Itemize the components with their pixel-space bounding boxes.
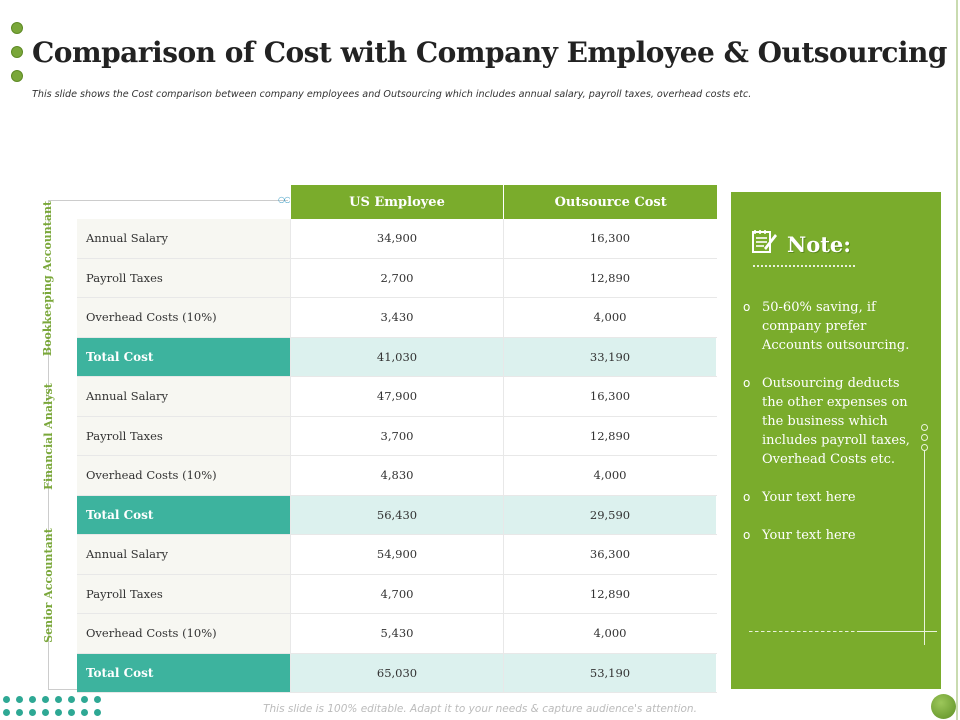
bracket-left-line [48, 470, 49, 540]
bullet-icon: o [743, 490, 751, 504]
right-edge-line [956, 0, 958, 720]
table-total-row: Total Cost 56,430 29,590 [77, 495, 717, 535]
us-employee-cell: 4,830 [290, 456, 503, 495]
note-item: o Your text here [743, 526, 923, 545]
note-title: Note: [787, 232, 851, 257]
us-employee-cell: 56,430 [290, 495, 503, 534]
header-us-employee: US Employee [289, 185, 504, 219]
note-panel: Note: o 50-60% saving, if company prefer … [731, 192, 941, 689]
row-label-cell: Total Cost [77, 495, 290, 534]
note-list: o 50-60% saving, if company prefer Accoun… [743, 298, 923, 564]
header-outsource-cost: Outsource Cost [503, 185, 718, 219]
outsource-cost-cell: 12,890 [503, 416, 716, 455]
us-employee-cell: 41,030 [290, 337, 503, 376]
bracket-left-line [48, 200, 49, 230]
us-employee-cell: 4,700 [290, 574, 503, 613]
green-circle-decoration [931, 694, 956, 719]
bracket-top-line [48, 200, 288, 201]
bullet-icon: o [743, 376, 751, 390]
note-solid-line [857, 631, 937, 632]
table-row: Annual Salary 34,900 16,300 [77, 219, 717, 259]
note-item-text: Your text here [762, 490, 856, 505]
title-dots-decoration [11, 22, 23, 94]
table-body: Annual Salary 34,900 16,300 Payroll Taxes 2,… [77, 219, 717, 693]
us-employee-cell: 34,900 [290, 219, 503, 258]
table-row: Payroll Taxes 2,700 12,890 [77, 258, 717, 298]
row-label-cell: Annual Salary [77, 377, 290, 416]
row-label-cell: Payroll Taxes [77, 574, 290, 613]
bullet-icon: o [743, 300, 751, 314]
outsource-cost-cell: 36,300 [503, 535, 716, 574]
row-label-cell: Total Cost [77, 653, 290, 692]
group-label-bookkeeping: Bookkeeping Accountant [34, 200, 62, 355]
dot-grid-decoration [3, 696, 107, 716]
bracket-left-line [48, 625, 49, 689]
bracket-left-line [48, 325, 49, 405]
table-row: Payroll Taxes 3,700 12,890 [77, 416, 717, 456]
note-vertical-line [924, 450, 925, 645]
note-item-text: Outsourcing deducts the other expenses o… [762, 376, 910, 467]
table-total-row: Total Cost 41,030 33,190 [77, 337, 717, 377]
us-employee-cell: 65,030 [290, 653, 503, 692]
note-title-suffix: : [843, 232, 852, 257]
outsource-cost-cell: 4,000 [503, 298, 716, 337]
row-label-cell: Annual Salary [77, 219, 290, 258]
header-blank-cell [77, 185, 290, 219]
note-item: o Outsourcing deducts the other expenses … [743, 374, 923, 469]
row-label-cell: Total Cost [77, 337, 290, 376]
note-item: o Your text here [743, 488, 923, 507]
table-row: Overhead Costs (10%) 5,430 4,000 [77, 614, 717, 654]
note-dashed-line [749, 631, 937, 632]
table-row: Overhead Costs (10%) 4,830 4,000 [77, 456, 717, 496]
outsource-cost-cell: 4,000 [503, 456, 716, 495]
group-label-text: Senior Accountant [41, 527, 55, 643]
table-row: Annual Salary 54,900 36,300 [77, 535, 717, 575]
row-label-cell: Overhead Costs (10%) [77, 456, 290, 495]
outsource-cost-cell: 4,000 [503, 614, 716, 653]
outsource-cost-cell: 33,190 [503, 337, 716, 376]
note-item-text: 50-60% saving, if company prefer Account… [762, 300, 910, 353]
bullet-icon: o [743, 528, 751, 542]
table-total-row: Total Cost 65,030 53,190 [77, 653, 717, 693]
us-employee-cell: 5,430 [290, 614, 503, 653]
footer-text: This slide is 100% editable. Adapt it to… [263, 703, 697, 715]
outsource-cost-cell: 16,300 [503, 219, 716, 258]
row-label-cell: Overhead Costs (10%) [77, 614, 290, 653]
group-label-text: Financial Analyst [41, 382, 55, 490]
page-title: Comparison of Cost with Company Employee… [32, 36, 947, 69]
page-subtitle: This slide shows the Cost comparison bet… [32, 89, 752, 100]
table-row: Overhead Costs (10%) 3,430 4,000 [77, 298, 717, 338]
group-label-senior: Senior Accountant [34, 528, 62, 643]
us-employee-cell: 3,430 [290, 298, 503, 337]
us-employee-cell: 47,900 [290, 377, 503, 416]
cost-comparison-table: US Employee Outsource Cost Annual Salary… [77, 185, 718, 693]
group-label-text: Bookkeeping Accountant [41, 200, 55, 356]
group-label-financial: Financial Analyst [34, 383, 62, 490]
notepad-icon [752, 230, 777, 253]
note-item-text: Your text here [762, 528, 856, 543]
outsource-cost-cell: 16,300 [503, 377, 716, 416]
outsource-cost-cell: 12,890 [503, 574, 716, 613]
us-employee-cell: 2,700 [290, 258, 503, 297]
outsource-cost-cell: 53,190 [503, 653, 716, 692]
row-label-cell: Annual Salary [77, 535, 290, 574]
row-label-cell: Payroll Taxes [77, 258, 290, 297]
outsource-cost-cell: 29,590 [503, 495, 716, 534]
us-employee-cell: 54,900 [290, 535, 503, 574]
outsource-cost-cell: 12,890 [503, 258, 716, 297]
note-item: o 50-60% saving, if company prefer Accoun… [743, 298, 923, 355]
table-header-row: US Employee Outsource Cost [77, 185, 718, 219]
note-underline-decoration [752, 264, 856, 268]
table-row: Annual Salary 47,900 16,300 [77, 377, 717, 417]
us-employee-cell: 3,700 [290, 416, 503, 455]
row-label-cell: Overhead Costs (10%) [77, 298, 290, 337]
note-title-text: Note [787, 232, 844, 257]
table-row: Payroll Taxes 4,700 12,890 [77, 574, 717, 614]
row-label-cell: Payroll Taxes [77, 416, 290, 455]
